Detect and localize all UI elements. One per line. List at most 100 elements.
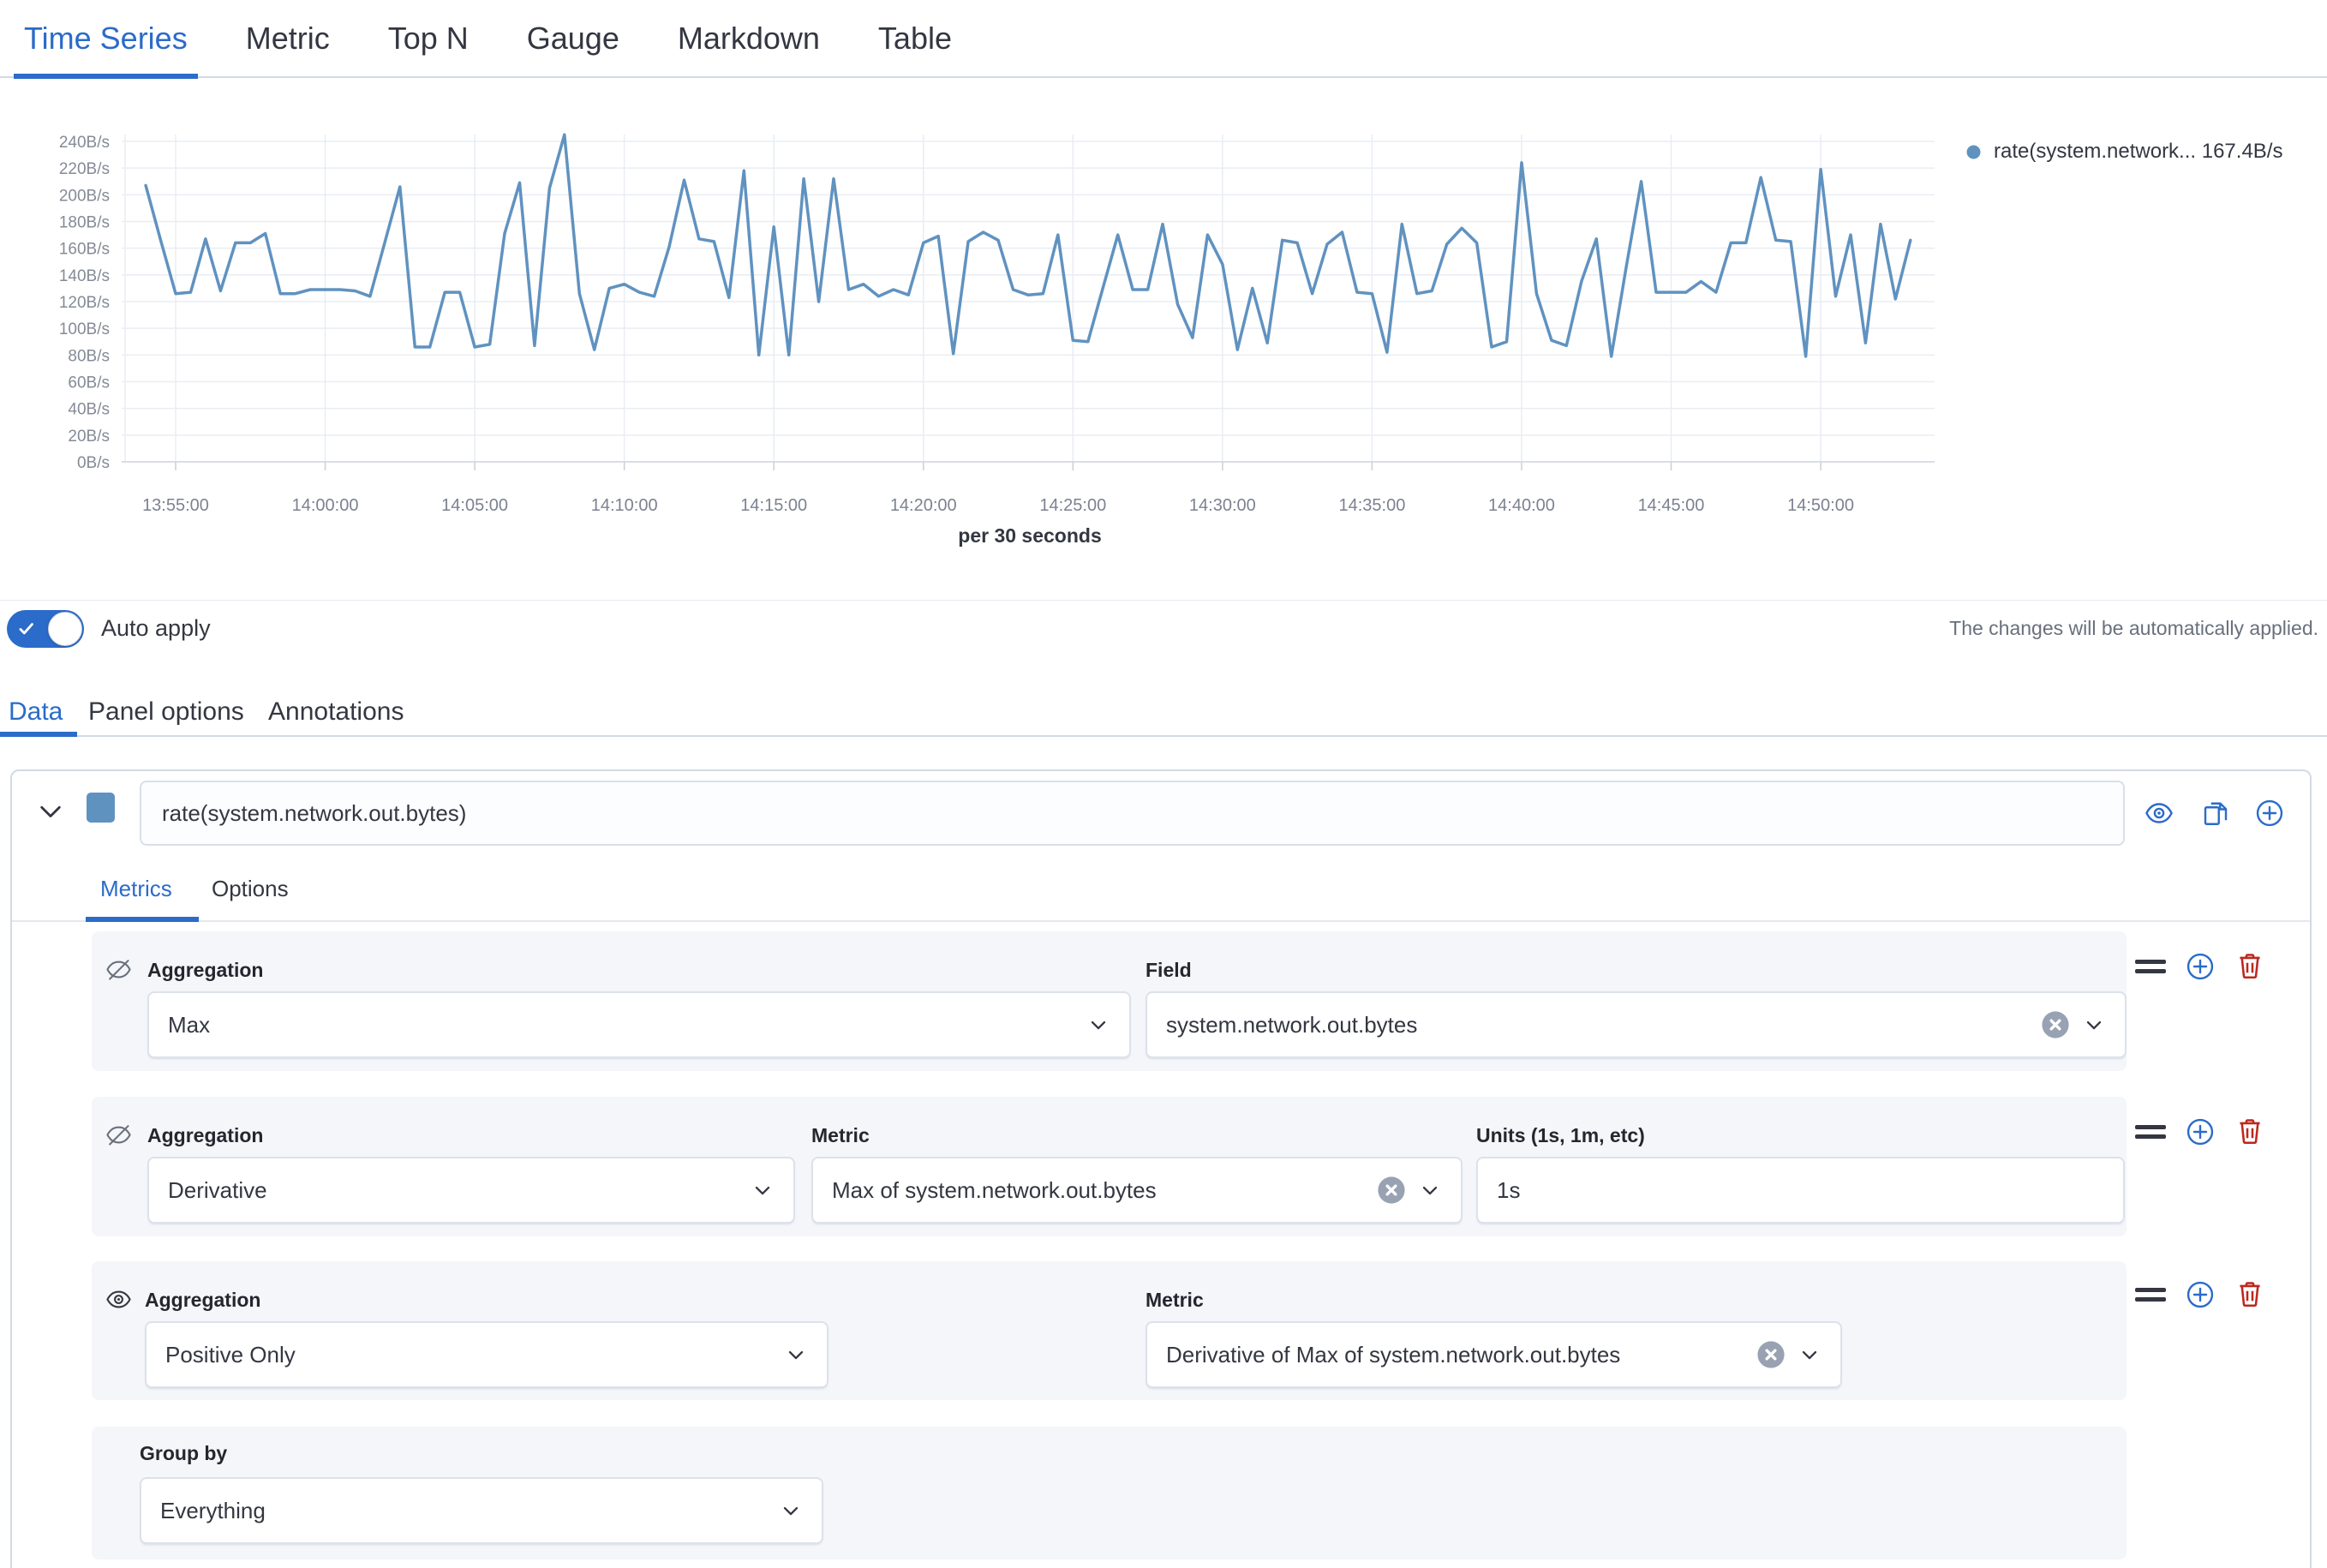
- row-controls: [2135, 1116, 2265, 1147]
- field-combobox[interactable]: system.network.out.bytes: [1146, 991, 2127, 1058]
- cross-in-circle-icon[interactable]: [1756, 1340, 1786, 1369]
- timeseries-chart: 0B/s 20B/s 40B/s 60B/s 80B/s 100B/s 120B/s 140B…: [59, 133, 1935, 547]
- aggregation-value: Positive Only: [165, 1341, 296, 1368]
- legend-series-dot: [1966, 145, 1981, 159]
- auto-apply-label: Auto apply: [101, 615, 211, 641]
- svg-text:20B/s: 20B/s: [68, 428, 110, 446]
- svg-text:80B/s: 80B/s: [68, 347, 110, 365]
- tab-top-n[interactable]: Top N: [387, 20, 469, 56]
- tab-panel-options[interactable]: Panel options: [88, 697, 244, 726]
- aggregation-value: Derivative: [168, 1176, 267, 1203]
- svg-text:60B/s: 60B/s: [68, 374, 110, 392]
- metric-row-positive-only: Aggregation Positive Only Metric Derivat…: [92, 1261, 2127, 1400]
- units-input[interactable]: 1s: [1476, 1157, 2125, 1224]
- cross-in-circle-icon[interactable]: [2041, 1010, 2070, 1039]
- svg-text:180B/s: 180B/s: [59, 214, 110, 232]
- row-controls: [2135, 951, 2265, 982]
- units-value: 1s: [1497, 1176, 1521, 1203]
- group-by-label: Group by: [140, 1442, 228, 1464]
- svg-text:14:20:00: 14:20:00: [890, 496, 957, 515]
- svg-text:0B/s: 0B/s: [77, 454, 110, 472]
- aggregation-select[interactable]: Positive Only: [145, 1321, 829, 1388]
- tab-data[interactable]: Data: [9, 697, 63, 726]
- metrics-tab-border: [12, 920, 2310, 922]
- chevron-down-icon: [783, 1506, 799, 1516]
- field-value: system.network.out.bytes: [1166, 1011, 1418, 1038]
- row-controls: [2135, 1279, 2265, 1310]
- add-metric-button[interactable]: [2185, 951, 2216, 982]
- series-color-swatch[interactable]: [86, 792, 116, 823]
- eye-slash-icon: [106, 1125, 131, 1146]
- trash-icon[interactable]: [2234, 951, 2265, 982]
- tab-time-series[interactable]: Time Series: [14, 0, 198, 79]
- metric-row-derivative: Aggregation Derivative Metric Max of sys…: [92, 1097, 2127, 1236]
- svg-text:14:40:00: 14:40:00: [1488, 496, 1555, 515]
- metrics-tab-underline: [86, 917, 199, 922]
- aggregation-label: Aggregation: [145, 1289, 261, 1311]
- svg-text:200B/s: 200B/s: [59, 187, 110, 205]
- aggregation-label: Aggregation: [147, 959, 264, 981]
- copy-icon[interactable]: [2200, 798, 2231, 829]
- metric-combobox[interactable]: Max of system.network.out.bytes: [811, 1157, 1463, 1224]
- toggle-knob: [48, 612, 82, 646]
- chevron-down-icon: [755, 1186, 770, 1195]
- series-label-input[interactable]: [140, 781, 2125, 846]
- svg-text:120B/s: 120B/s: [59, 294, 110, 312]
- metric-combobox[interactable]: Derivative of Max of system.network.out.…: [1146, 1321, 1842, 1388]
- auto-apply-toggle[interactable]: [7, 610, 84, 648]
- tab-options[interactable]: Options: [212, 876, 289, 901]
- visualization-tab-bar: Time Series Metric Top N Gauge Markdown …: [0, 0, 2327, 79]
- metric-row-max: Aggregation Max Field system.network.out…: [92, 931, 2127, 1071]
- svg-text:160B/s: 160B/s: [59, 241, 110, 259]
- svg-text:14:00:00: 14:00:00: [292, 496, 359, 515]
- auto-apply-note: The changes will be automatically applie…: [1949, 617, 2318, 639]
- svg-text:14:05:00: 14:05:00: [441, 496, 508, 515]
- editor-tab-bar: Data Panel options Annotations: [0, 685, 2327, 737]
- svg-text:14:25:00: 14:25:00: [1039, 496, 1106, 515]
- chevron-down-icon: [1802, 1350, 1817, 1360]
- aggregation-label: Aggregation: [147, 1124, 264, 1146]
- svg-text:40B/s: 40B/s: [68, 401, 110, 419]
- eye-icon[interactable]: [2144, 798, 2174, 829]
- svg-text:240B/s: 240B/s: [59, 134, 110, 152]
- svg-text:14:35:00: 14:35:00: [1338, 496, 1405, 515]
- tab-annotations[interactable]: Annotations: [268, 697, 404, 726]
- svg-text:140B/s: 140B/s: [59, 267, 110, 285]
- drag-handle-icon[interactable]: [2135, 951, 2166, 982]
- series-collapse-chevron-icon[interactable]: [34, 795, 67, 828]
- aggregation-select[interactable]: Max: [147, 991, 1131, 1058]
- svg-text:per 30 seconds: per 30 seconds: [958, 524, 1101, 547]
- plus-circle-icon[interactable]: [2254, 798, 2285, 829]
- drag-handle-icon[interactable]: [2135, 1279, 2166, 1310]
- metric-label: Metric: [811, 1124, 870, 1146]
- legend-series-label[interactable]: rate(system.network... 167.4B/s: [1994, 140, 2283, 163]
- tab-table[interactable]: Table: [877, 20, 952, 56]
- metric-value: Derivative of Max of system.network.out.…: [1166, 1341, 1621, 1368]
- add-metric-button[interactable]: [2185, 1116, 2216, 1147]
- svg-text:14:30:00: 14:30:00: [1189, 496, 1256, 515]
- tab-gauge[interactable]: Gauge: [526, 20, 619, 56]
- tab-metrics[interactable]: Metrics: [100, 876, 172, 901]
- add-metric-button[interactable]: [2185, 1279, 2216, 1310]
- tab-metric[interactable]: Metric: [245, 20, 330, 56]
- trash-icon[interactable]: [2234, 1279, 2265, 1310]
- svg-text:220B/s: 220B/s: [59, 160, 110, 178]
- legend: rate(system.network... 167.4B/s: [1966, 140, 2282, 164]
- svg-text:14:10:00: 14:10:00: [591, 496, 658, 515]
- active-tab-underline: [0, 732, 77, 737]
- chevron-down-icon: [2086, 1020, 2102, 1030]
- chevron-down-icon: [788, 1350, 804, 1360]
- eye-slash-icon: [106, 960, 131, 980]
- eye-icon: [106, 1290, 131, 1308]
- trash-icon[interactable]: [2234, 1116, 2265, 1147]
- tab-markdown[interactable]: Markdown: [677, 20, 820, 56]
- group-by-select[interactable]: Everything: [140, 1477, 823, 1544]
- cross-in-circle-icon[interactable]: [1377, 1176, 1406, 1205]
- svg-text:13:55:00: 13:55:00: [142, 496, 209, 515]
- aggregation-select[interactable]: Derivative: [147, 1157, 795, 1224]
- aggregation-value: Max: [168, 1011, 211, 1038]
- drag-handle-icon[interactable]: [2135, 1116, 2166, 1147]
- group-by-value: Everything: [160, 1497, 266, 1523]
- chevron-down-icon: [1422, 1186, 1438, 1195]
